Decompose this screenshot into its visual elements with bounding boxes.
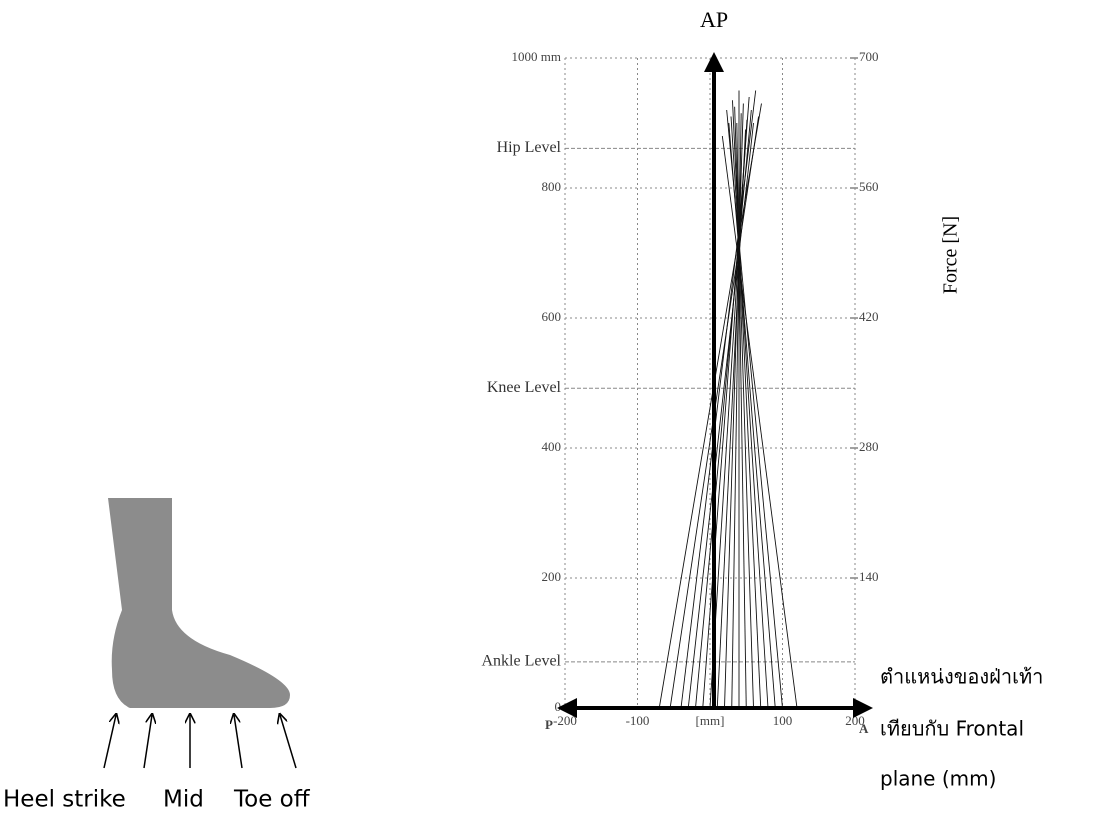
- x-tick-label: -100: [626, 713, 650, 728]
- foot-label: Mid: [163, 787, 204, 813]
- force-vector: [688, 123, 753, 708]
- chart-title: AP: [700, 7, 728, 32]
- level-label: Knee Level: [487, 379, 562, 396]
- level-label: Ankle Level: [481, 653, 561, 670]
- force-arrows: [104, 715, 296, 768]
- force-vector: [725, 104, 744, 709]
- figure: Heel strike Mid Toe off ตำแหน่งของฝ่าเท้…: [0, 0, 1094, 820]
- caption: plane (mm): [880, 767, 996, 791]
- y2-tick-label: 140: [859, 569, 879, 584]
- y2-tick-label: 280: [859, 439, 879, 454]
- x-end-label: A: [859, 721, 869, 736]
- foot-label: Heel strike: [3, 787, 126, 813]
- y2-axis-label: Force [N]: [940, 216, 962, 294]
- x-tick-label: [mm]: [696, 713, 725, 728]
- y2-tick-label: 420: [859, 309, 879, 324]
- foot-shape: [108, 498, 290, 708]
- y2-tick-label: 560: [859, 179, 879, 194]
- level-label: Hip Level: [497, 139, 562, 156]
- force-vector: [727, 110, 783, 708]
- caption: ตำแหน่งของฝ่าเท้า: [880, 665, 1043, 689]
- y-tick-label: 400: [542, 439, 562, 454]
- x-tick-label: 100: [773, 713, 793, 728]
- caption: เทียบกับ Frontal: [880, 717, 1024, 741]
- y-tick-label: 0: [555, 699, 562, 714]
- x-end-label: P: [545, 717, 553, 732]
- y2-tick-label: 700: [859, 49, 879, 64]
- y-tick-label: 600: [542, 309, 562, 324]
- y-tick-label: 800: [542, 179, 562, 194]
- y-tick-label: 200: [542, 569, 562, 584]
- foot-label: Toe off: [233, 787, 311, 813]
- x-tick-label: -200: [553, 713, 577, 728]
- plot: 1000 mm 800 600 400 200 0 700 560 420 280 140 -200 -…: [481, 49, 878, 736]
- force-vector: [696, 110, 752, 708]
- force-vector: [735, 107, 754, 708]
- y-tick-label: 1000 mm: [512, 49, 561, 64]
